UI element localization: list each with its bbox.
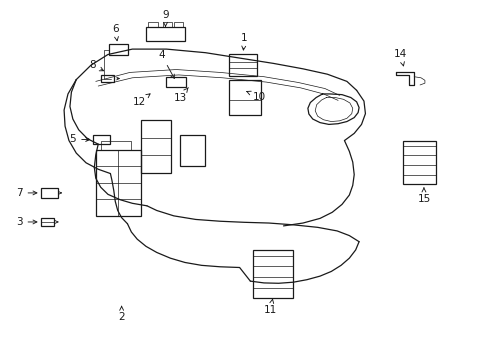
Bar xyxy=(109,44,128,55)
Text: 12: 12 xyxy=(133,94,150,107)
Bar xyxy=(41,218,54,226)
Text: 8: 8 xyxy=(89,60,103,71)
Text: 4: 4 xyxy=(158,50,174,78)
Text: 9: 9 xyxy=(162,10,168,26)
Text: 6: 6 xyxy=(112,24,119,41)
Bar xyxy=(180,135,204,166)
Text: 15: 15 xyxy=(416,188,430,204)
Text: 2: 2 xyxy=(118,306,124,322)
Bar xyxy=(41,188,58,198)
Text: 14: 14 xyxy=(393,49,407,66)
Bar xyxy=(101,75,114,82)
Bar xyxy=(163,22,171,27)
Text: 7: 7 xyxy=(16,188,37,198)
Bar xyxy=(93,135,110,144)
Bar xyxy=(96,149,141,216)
Text: 1: 1 xyxy=(241,33,247,50)
Bar xyxy=(166,77,185,87)
Text: 11: 11 xyxy=(263,299,276,315)
Text: 10: 10 xyxy=(246,91,265,102)
Bar xyxy=(174,22,183,27)
Bar xyxy=(228,54,257,76)
Text: 3: 3 xyxy=(16,217,37,227)
Bar xyxy=(253,250,293,298)
Bar xyxy=(402,140,435,184)
Bar xyxy=(141,120,171,173)
Bar xyxy=(146,27,184,41)
Bar xyxy=(148,22,158,27)
Text: 13: 13 xyxy=(173,87,188,103)
Text: 5: 5 xyxy=(69,135,89,144)
Bar xyxy=(228,80,260,116)
